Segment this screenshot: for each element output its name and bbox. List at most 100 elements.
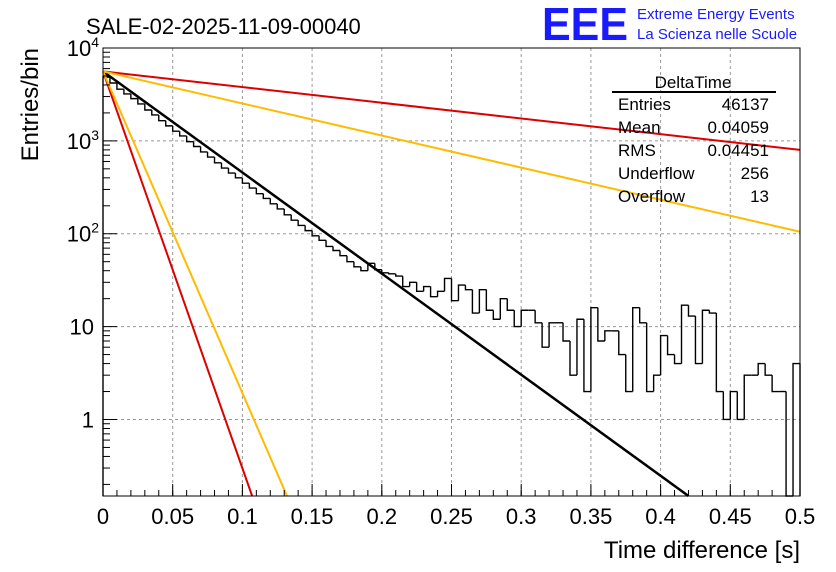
x-tick-label: 0.15 xyxy=(291,504,334,529)
histogram-bin xyxy=(123,89,131,95)
histogram-bin xyxy=(276,203,285,210)
histogram-bin xyxy=(652,374,661,392)
logo-line2: La Scienza nelle Scuole xyxy=(637,26,797,43)
x-tick-label: 0.1 xyxy=(227,504,258,529)
histogram-bin xyxy=(736,391,745,421)
histogram-bin xyxy=(548,322,557,348)
histogram-bin xyxy=(220,162,229,169)
stats-value: 0.04059 xyxy=(708,118,769,137)
histogram-bin xyxy=(144,103,152,111)
histogram-bin xyxy=(471,289,480,314)
histogram-bin xyxy=(764,363,773,376)
histogram-bin xyxy=(785,391,794,497)
histogram-bin xyxy=(520,309,529,327)
stats-box: DeltaTime Entries 46137 Mean 0.04059 RMS 0.04… xyxy=(612,73,776,206)
y-tick-label: 1 xyxy=(82,407,94,432)
histogram-bin xyxy=(283,208,292,216)
histogram-bin xyxy=(353,261,361,268)
stats-value: 46137 xyxy=(722,95,769,114)
fit-line xyxy=(102,70,288,497)
stats-label: Underflow xyxy=(618,164,695,183)
histogram-bin xyxy=(360,266,368,272)
stats-rows: Entries 46137 Mean 0.04059 RMS 0.04451 Underfl… xyxy=(618,95,769,206)
stats-title: DeltaTime xyxy=(655,73,732,92)
histogram-bin xyxy=(659,334,668,376)
histogram-bin xyxy=(206,151,215,158)
histogram-bin xyxy=(485,289,494,311)
stats-label: RMS xyxy=(618,141,656,160)
histogram-bin xyxy=(227,168,236,174)
histogram-bin xyxy=(172,125,180,132)
fit-lines-layer xyxy=(102,70,801,498)
histogram-bin xyxy=(715,313,724,393)
histogram-bin xyxy=(213,157,222,164)
histogram-bin xyxy=(192,141,201,148)
logo-line1: Extreme Energy Events xyxy=(637,6,795,23)
stats-label: Entries xyxy=(618,95,671,114)
histogram-bin xyxy=(429,286,438,298)
x-tick-label: 0.35 xyxy=(569,504,612,529)
histogram-bin xyxy=(722,391,731,421)
histogram-bin xyxy=(415,282,424,293)
histogram-bin xyxy=(255,188,264,195)
x-tick-labels: 0 0.05 0.1 0.15 0.2 0.25 0.3 0.35 0.4 0.45 0.5 xyxy=(97,504,815,529)
histogram-bin xyxy=(576,318,584,376)
x-tick-label: 0.2 xyxy=(367,504,398,529)
histogram-bin xyxy=(346,255,354,263)
histogram-bin xyxy=(269,198,278,205)
histogram-bin xyxy=(178,131,187,137)
histogram-bin xyxy=(757,362,766,376)
histogram-bin xyxy=(304,225,313,232)
histogram-bin xyxy=(464,285,473,291)
histogram-bin xyxy=(137,98,145,105)
grid-lines xyxy=(103,48,800,496)
fit-line xyxy=(102,71,254,497)
x-tick-label: 0 xyxy=(97,504,109,529)
histogram-bin xyxy=(499,297,508,320)
histogram-bin xyxy=(743,374,752,420)
histogram-bin xyxy=(130,93,138,100)
histogram-bin xyxy=(290,214,299,221)
y-tick-label: 103 xyxy=(67,127,99,154)
histogram-bin xyxy=(506,298,515,311)
x-tick-label: 0.5 xyxy=(785,504,816,529)
histogram-bin xyxy=(248,183,257,189)
histogram-bin xyxy=(632,306,640,392)
x-tick-label: 0.4 xyxy=(645,504,676,529)
histogram-bin xyxy=(666,335,675,356)
histogram-bin xyxy=(102,76,110,496)
y-tick-label: 102 xyxy=(67,220,99,247)
histogram-bin xyxy=(673,354,682,365)
axis-ticks xyxy=(102,47,801,496)
histogram-bin xyxy=(234,173,243,179)
histogram-bin xyxy=(534,310,543,324)
histogram-bin xyxy=(158,114,166,122)
histogram-bin xyxy=(708,310,717,314)
histogram-bin xyxy=(457,284,466,301)
histogram-bin xyxy=(325,240,334,248)
chart-title: SALE-02-2025-11-09-00040 xyxy=(86,14,361,39)
logo-mark: EEE xyxy=(542,0,628,50)
histogram-bin xyxy=(618,330,626,356)
histogram-bin xyxy=(541,322,550,348)
histogram-bin xyxy=(569,340,577,376)
histogram-bin xyxy=(694,316,703,365)
histogram-bin xyxy=(687,305,696,317)
histogram-bin xyxy=(680,304,689,364)
histogram-bin xyxy=(332,246,340,252)
histogram-bin xyxy=(297,220,306,227)
histogram-bin xyxy=(388,272,396,275)
histogram-bin xyxy=(408,281,417,287)
histogram-bin xyxy=(436,290,445,297)
histogram-bin xyxy=(443,277,452,292)
x-axis-label: Time difference [s] xyxy=(604,537,800,564)
histogram-bin xyxy=(645,322,654,393)
histogram-bin xyxy=(597,307,605,342)
histogram-bin xyxy=(185,135,194,143)
stats-value: 256 xyxy=(741,164,769,183)
stats-label: Overflow xyxy=(618,187,686,206)
histogram-bin xyxy=(241,177,250,184)
histogram-bin xyxy=(513,310,522,328)
eee-logo: EEE Extreme Energy Events La Scienza nel… xyxy=(542,0,797,50)
histogram-bin xyxy=(151,109,159,116)
